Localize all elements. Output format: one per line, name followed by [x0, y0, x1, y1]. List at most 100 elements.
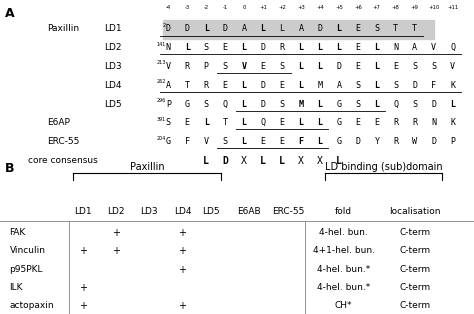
Text: F: F [299, 137, 303, 146]
Text: E: E [280, 118, 284, 127]
Text: L: L [185, 43, 190, 52]
Text: P: P [166, 100, 171, 109]
Text: +: + [112, 228, 120, 238]
Text: 4-hel. bun.*: 4-hel. bun.* [317, 264, 370, 273]
Text: D: D [356, 137, 360, 146]
Text: 4+1-hel. bun.: 4+1-hel. bun. [313, 246, 374, 256]
Text: E6AP: E6AP [47, 118, 70, 127]
Text: X: X [241, 156, 247, 166]
Text: D: D [431, 137, 436, 146]
Text: V: V [431, 43, 436, 52]
Text: Y: Y [374, 137, 379, 146]
Text: A: A [299, 24, 303, 34]
Text: S: S [412, 100, 417, 109]
Text: V: V [450, 62, 455, 71]
Text: L: L [374, 100, 379, 109]
Text: N: N [393, 43, 398, 52]
Text: S: S [412, 62, 417, 71]
Text: L: L [374, 43, 379, 52]
Text: L: L [279, 156, 285, 166]
Text: S: S [393, 81, 398, 90]
Text: 262: 262 [156, 79, 166, 84]
Text: E: E [280, 81, 284, 90]
Text: +: + [179, 301, 186, 311]
Text: W: W [412, 137, 417, 146]
Text: A: A [337, 81, 341, 90]
Text: +8: +8 [392, 5, 400, 10]
Text: C-term: C-term [399, 301, 430, 310]
Text: B: B [5, 162, 14, 175]
Text: L: L [242, 81, 246, 90]
Text: T: T [185, 81, 190, 90]
Text: V: V [166, 62, 171, 71]
Text: A: A [166, 81, 171, 90]
Text: D: D [222, 156, 228, 166]
Text: D: D [223, 24, 228, 34]
Text: -3: -3 [185, 5, 190, 10]
Text: R: R [412, 118, 417, 127]
Text: M: M [318, 81, 322, 90]
Text: E: E [374, 118, 379, 127]
Text: LD binding (sub)domain: LD binding (sub)domain [325, 162, 443, 172]
Text: E: E [185, 118, 190, 127]
Text: FAK: FAK [9, 228, 26, 237]
Text: +: + [79, 246, 87, 257]
Text: p95PKL: p95PKL [9, 264, 43, 273]
Text: LD5: LD5 [202, 207, 220, 216]
Text: +9: +9 [411, 5, 419, 10]
Text: +: + [179, 264, 186, 274]
Text: D: D [261, 43, 265, 52]
Text: ERC-55: ERC-55 [47, 137, 80, 146]
Text: L: L [260, 156, 266, 166]
Text: K: K [450, 81, 455, 90]
Text: S: S [356, 81, 360, 90]
Text: +3: +3 [297, 5, 305, 10]
Text: L: L [242, 137, 246, 146]
Text: L: L [337, 43, 341, 52]
Text: CH*: CH* [335, 301, 352, 310]
Text: D: D [412, 81, 417, 90]
Text: ILK: ILK [9, 283, 23, 292]
Text: L: L [242, 118, 246, 127]
Text: LD4: LD4 [104, 81, 122, 90]
Text: L: L [280, 24, 284, 34]
Text: D: D [166, 24, 171, 34]
Text: R: R [393, 137, 398, 146]
Text: fold: fold [335, 207, 352, 216]
Text: P: P [450, 137, 455, 146]
Text: L: L [299, 81, 303, 90]
Text: T: T [393, 24, 398, 34]
Text: E: E [356, 62, 360, 71]
Text: L: L [450, 100, 455, 109]
Text: R: R [280, 43, 284, 52]
Text: L: L [318, 118, 322, 127]
Text: Q: Q [450, 43, 455, 52]
Bar [163, 20, 434, 39]
Text: E: E [223, 81, 228, 90]
Text: L: L [318, 137, 322, 146]
Text: D: D [261, 81, 265, 90]
Text: S: S [223, 62, 228, 71]
Text: N: N [166, 43, 171, 52]
Text: E6AB: E6AB [237, 207, 261, 216]
Text: +: + [179, 246, 186, 257]
Text: R: R [204, 81, 209, 90]
Text: S: S [223, 137, 228, 146]
Text: F: F [431, 81, 436, 90]
Text: LD1: LD1 [104, 24, 122, 34]
Text: P: P [204, 62, 209, 71]
Text: R: R [393, 118, 398, 127]
Text: S: S [204, 43, 209, 52]
Text: L: L [374, 81, 379, 90]
Text: D: D [318, 24, 322, 34]
Text: L: L [204, 118, 209, 127]
Text: +2: +2 [278, 5, 286, 10]
Text: L: L [337, 24, 341, 34]
Text: LD3: LD3 [104, 62, 122, 71]
Text: L: L [299, 43, 303, 52]
Text: A: A [5, 7, 14, 19]
Text: LD3: LD3 [140, 207, 158, 216]
Text: LD2: LD2 [108, 207, 125, 216]
Text: D: D [261, 100, 265, 109]
Text: actopaxin: actopaxin [9, 301, 54, 310]
